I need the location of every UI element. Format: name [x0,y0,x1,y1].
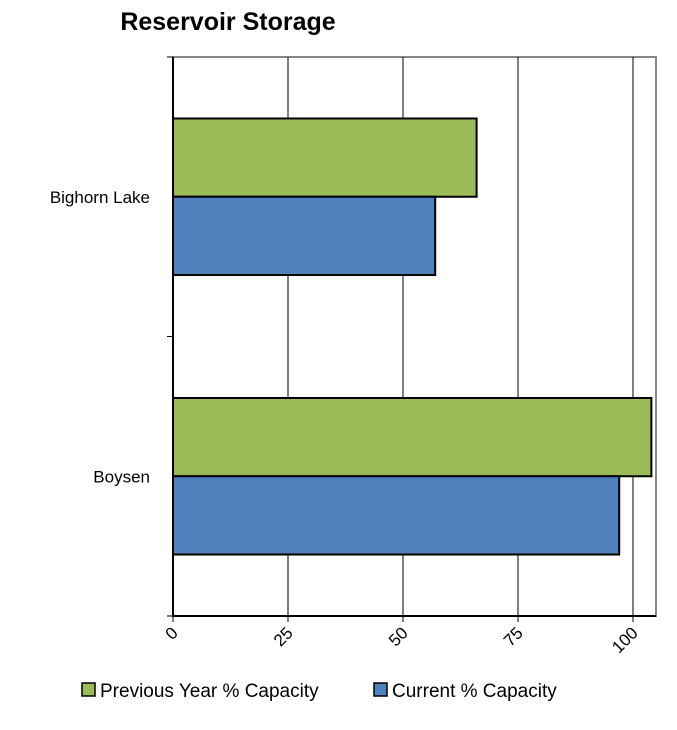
bar-bighorn-lake-current-capacity [172,195,437,277]
bars [172,117,653,556]
category-label-bighorn-lake: Bighorn Lake [50,188,150,207]
bar-boysen-previous-year-capacity [172,396,653,478]
legend-swatch-current-capacity [373,682,388,697]
x-tick-label-25: 25 [270,623,297,650]
legend: Previous Year % Capacity Current % Capaci… [81,681,557,702]
x-tick-label-0: 0 [162,623,182,643]
chart-title: Reservoir Storage [120,8,335,36]
legend-swatch-previous-year-capacity [81,682,96,697]
x-tick-label-50: 50 [385,623,412,650]
category-label-boysen: Boysen [93,467,150,486]
legend-label-current-capacity: Current % Capacity [392,681,557,702]
legend-label-previous-year-capacity: Previous Year % Capacity [100,681,319,702]
bar-boysen-current-capacity [172,475,621,556]
x-tick-label-100: 100 [608,623,641,656]
x-tick-label-75: 75 [500,623,527,650]
bar-bighorn-lake-previous-year-capacity [172,117,478,198]
